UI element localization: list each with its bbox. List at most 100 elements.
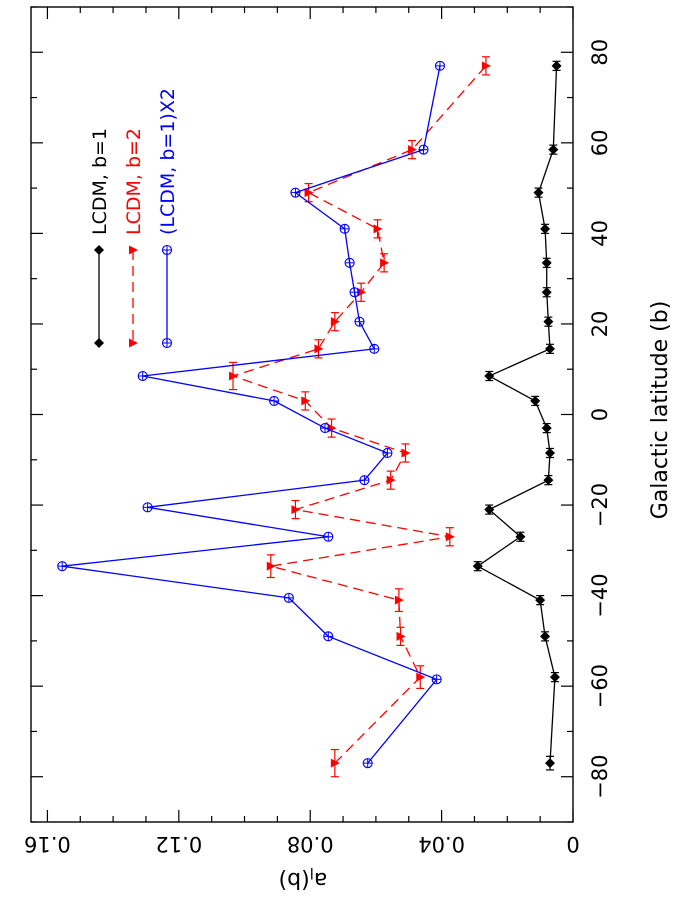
data-point <box>484 371 495 382</box>
x-axis-tick-labels: −80 −60 −40 −20 0 20 40 60 80 <box>588 39 612 799</box>
data-point <box>540 223 551 234</box>
data-point <box>481 61 491 71</box>
series-2 <box>57 60 446 769</box>
y-tick-label: 0 <box>566 832 579 856</box>
y-axis-tick-labels: 0 0.04 0.08 0.12 0.16 <box>24 832 580 856</box>
legend-label: LCDM, b=2 <box>123 128 145 235</box>
data-point <box>380 258 390 268</box>
y-axis-label-sub: l <box>310 864 314 882</box>
x-tick-label: 20 <box>588 311 612 338</box>
series-0 <box>472 60 562 771</box>
data-point <box>330 317 340 327</box>
data-point <box>319 423 331 434</box>
x-tick-label: −60 <box>588 664 612 708</box>
data-point <box>386 475 396 485</box>
data-point <box>344 257 355 268</box>
data-point <box>290 187 301 198</box>
x-tick-label: 0 <box>588 408 612 421</box>
data-point <box>266 561 276 571</box>
data-point <box>545 447 556 458</box>
data-point <box>545 343 556 354</box>
data-point <box>484 504 495 515</box>
data-point <box>269 395 280 406</box>
data-point <box>314 344 324 354</box>
legend-label: (LCDM, b=1)X2 <box>157 88 179 235</box>
data-point <box>418 144 429 155</box>
data-point <box>382 447 393 459</box>
data-point <box>431 674 442 685</box>
legend-marker <box>161 244 173 256</box>
legend-marker <box>94 338 104 348</box>
y-tick-label: 0.08 <box>287 832 334 856</box>
data-point <box>533 187 544 198</box>
x-tick-label: 40 <box>588 220 612 247</box>
plot-frame <box>30 6 574 823</box>
data-point <box>137 370 148 382</box>
legend-item-1: LCDM, b=2 <box>123 128 145 348</box>
data-point <box>541 257 552 268</box>
legend-marker <box>129 338 138 348</box>
x-tick-label: −80 <box>588 755 612 799</box>
legend: LCDM, b=1 LCDM, b=2 (LCDM, b=1)X2 <box>89 88 179 349</box>
data-point <box>283 592 294 603</box>
x-tick-label: −40 <box>588 573 612 617</box>
data-point <box>472 561 483 572</box>
x-axis-label: Galactic latitude (b) <box>648 301 673 520</box>
data-point <box>401 448 411 458</box>
data-point <box>323 531 334 542</box>
data-point <box>445 532 455 542</box>
series-layer <box>57 56 562 778</box>
legend-item-0: LCDM, b=1 <box>89 128 111 348</box>
data-point <box>434 60 446 71</box>
data-point <box>530 395 541 406</box>
data-point <box>57 561 68 572</box>
data-point <box>551 60 562 71</box>
data-point <box>541 423 552 434</box>
data-point <box>540 631 551 642</box>
x-tick-label: −20 <box>588 483 612 527</box>
data-point <box>543 475 554 486</box>
legend-marker <box>94 245 104 255</box>
y-tick-label: 0.16 <box>24 832 71 856</box>
data-point <box>362 758 373 769</box>
data-point <box>291 505 301 515</box>
series-line <box>476 65 558 764</box>
data-point <box>323 631 334 642</box>
data-point <box>515 531 526 542</box>
data-point <box>357 287 367 297</box>
y-axis-label-tail: (b) <box>279 867 310 892</box>
data-point <box>535 595 546 606</box>
legend-item-2: (LCDM, b=1)X2 <box>157 88 179 349</box>
data-point <box>369 343 380 354</box>
x-tick-label: 80 <box>588 39 612 66</box>
y-tick-label: 0.04 <box>418 832 465 856</box>
data-point <box>349 287 360 298</box>
legend-marker <box>161 337 173 349</box>
data-point <box>543 316 554 327</box>
data-point <box>304 188 314 198</box>
data-point <box>545 758 556 769</box>
y-axis-label: al(b) <box>279 864 328 892</box>
series-line <box>230 65 487 764</box>
legend-marker <box>129 245 138 255</box>
data-point <box>373 224 383 234</box>
x-tick-label: 60 <box>588 129 612 156</box>
data-point <box>416 672 426 682</box>
data-point <box>541 287 552 298</box>
legend-label: LCDM, b=1 <box>89 128 111 235</box>
data-point <box>354 316 365 327</box>
data-point <box>359 475 370 486</box>
data-point <box>339 223 350 234</box>
y-tick-label: 0.12 <box>155 832 202 856</box>
data-point <box>142 502 153 513</box>
y-axis-label-main: a <box>314 867 327 892</box>
series-line <box>62 65 441 764</box>
data-point <box>301 396 311 406</box>
data-point <box>330 758 340 768</box>
axis-ticks <box>31 6 574 823</box>
data-point <box>408 145 418 155</box>
series-1 <box>229 56 491 778</box>
data-point <box>396 631 406 641</box>
data-point <box>229 371 239 381</box>
